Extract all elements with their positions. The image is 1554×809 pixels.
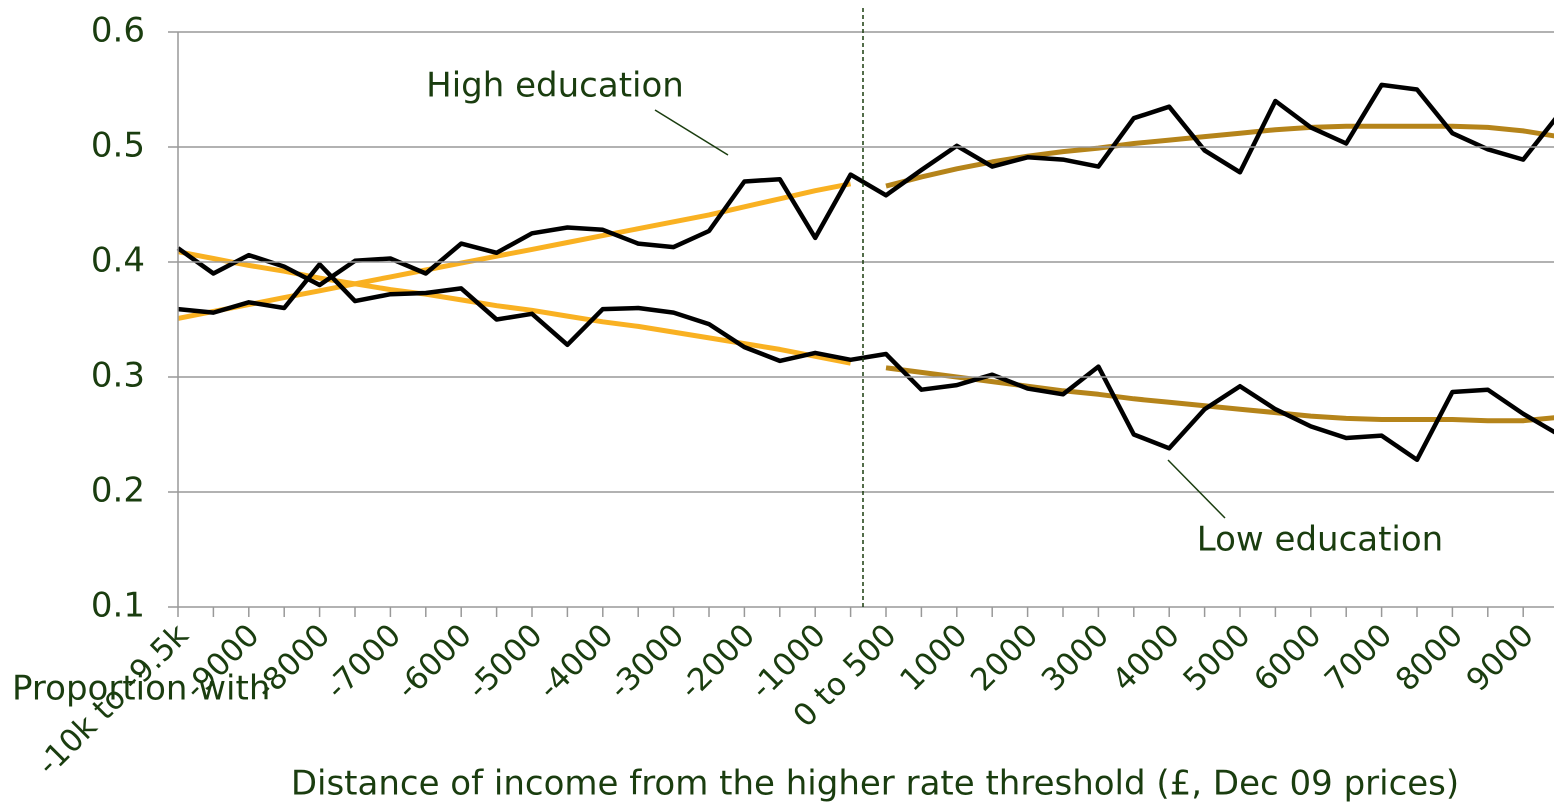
annotation-leader — [654, 109, 729, 156]
x-tick-label: 6000 — [1247, 617, 1328, 698]
annotation: Low education — [1197, 520, 1443, 560]
x-tick-label: -5000 — [461, 617, 550, 706]
x-tick-label: -4000 — [531, 617, 620, 706]
x-tick-label: 5000 — [1176, 617, 1257, 698]
x-tick-label: 3000 — [1035, 617, 1116, 698]
series-line — [177, 262, 1554, 463]
series-line — [885, 365, 1554, 424]
y-tick-label: 0.3 — [91, 356, 145, 396]
x-tick-label: -3000 — [602, 617, 691, 706]
x-tick-label: 1000 — [893, 617, 974, 698]
y-tick-label: 0.1 — [91, 586, 145, 626]
y-tick-label: 0.5 — [91, 126, 145, 166]
series-line — [177, 181, 852, 321]
series-line — [176, 82, 1554, 288]
x-axis-title: Distance of income from the higher rate … — [291, 764, 1459, 804]
x-tick-label: -6000 — [390, 617, 479, 706]
x-tick-label: 2000 — [964, 617, 1045, 698]
x-tick-label: -2000 — [673, 617, 762, 706]
x-tick-label: 7000 — [1318, 617, 1399, 698]
y-tick-label: 0.4 — [91, 241, 145, 281]
x-tick-label: 9000 — [1460, 617, 1541, 698]
x-tick-label: 4000 — [1106, 617, 1187, 698]
x-tick-label: 8000 — [1389, 617, 1470, 698]
annotation-leader — [1167, 459, 1226, 519]
y-axis-title: Proportion with — [12, 669, 270, 709]
x-tick-label: -7000 — [319, 617, 408, 706]
annotation: High education — [426, 66, 684, 106]
y-tick-label: 0.2 — [91, 471, 145, 511]
y-tick-label: 0.6 — [91, 11, 145, 51]
